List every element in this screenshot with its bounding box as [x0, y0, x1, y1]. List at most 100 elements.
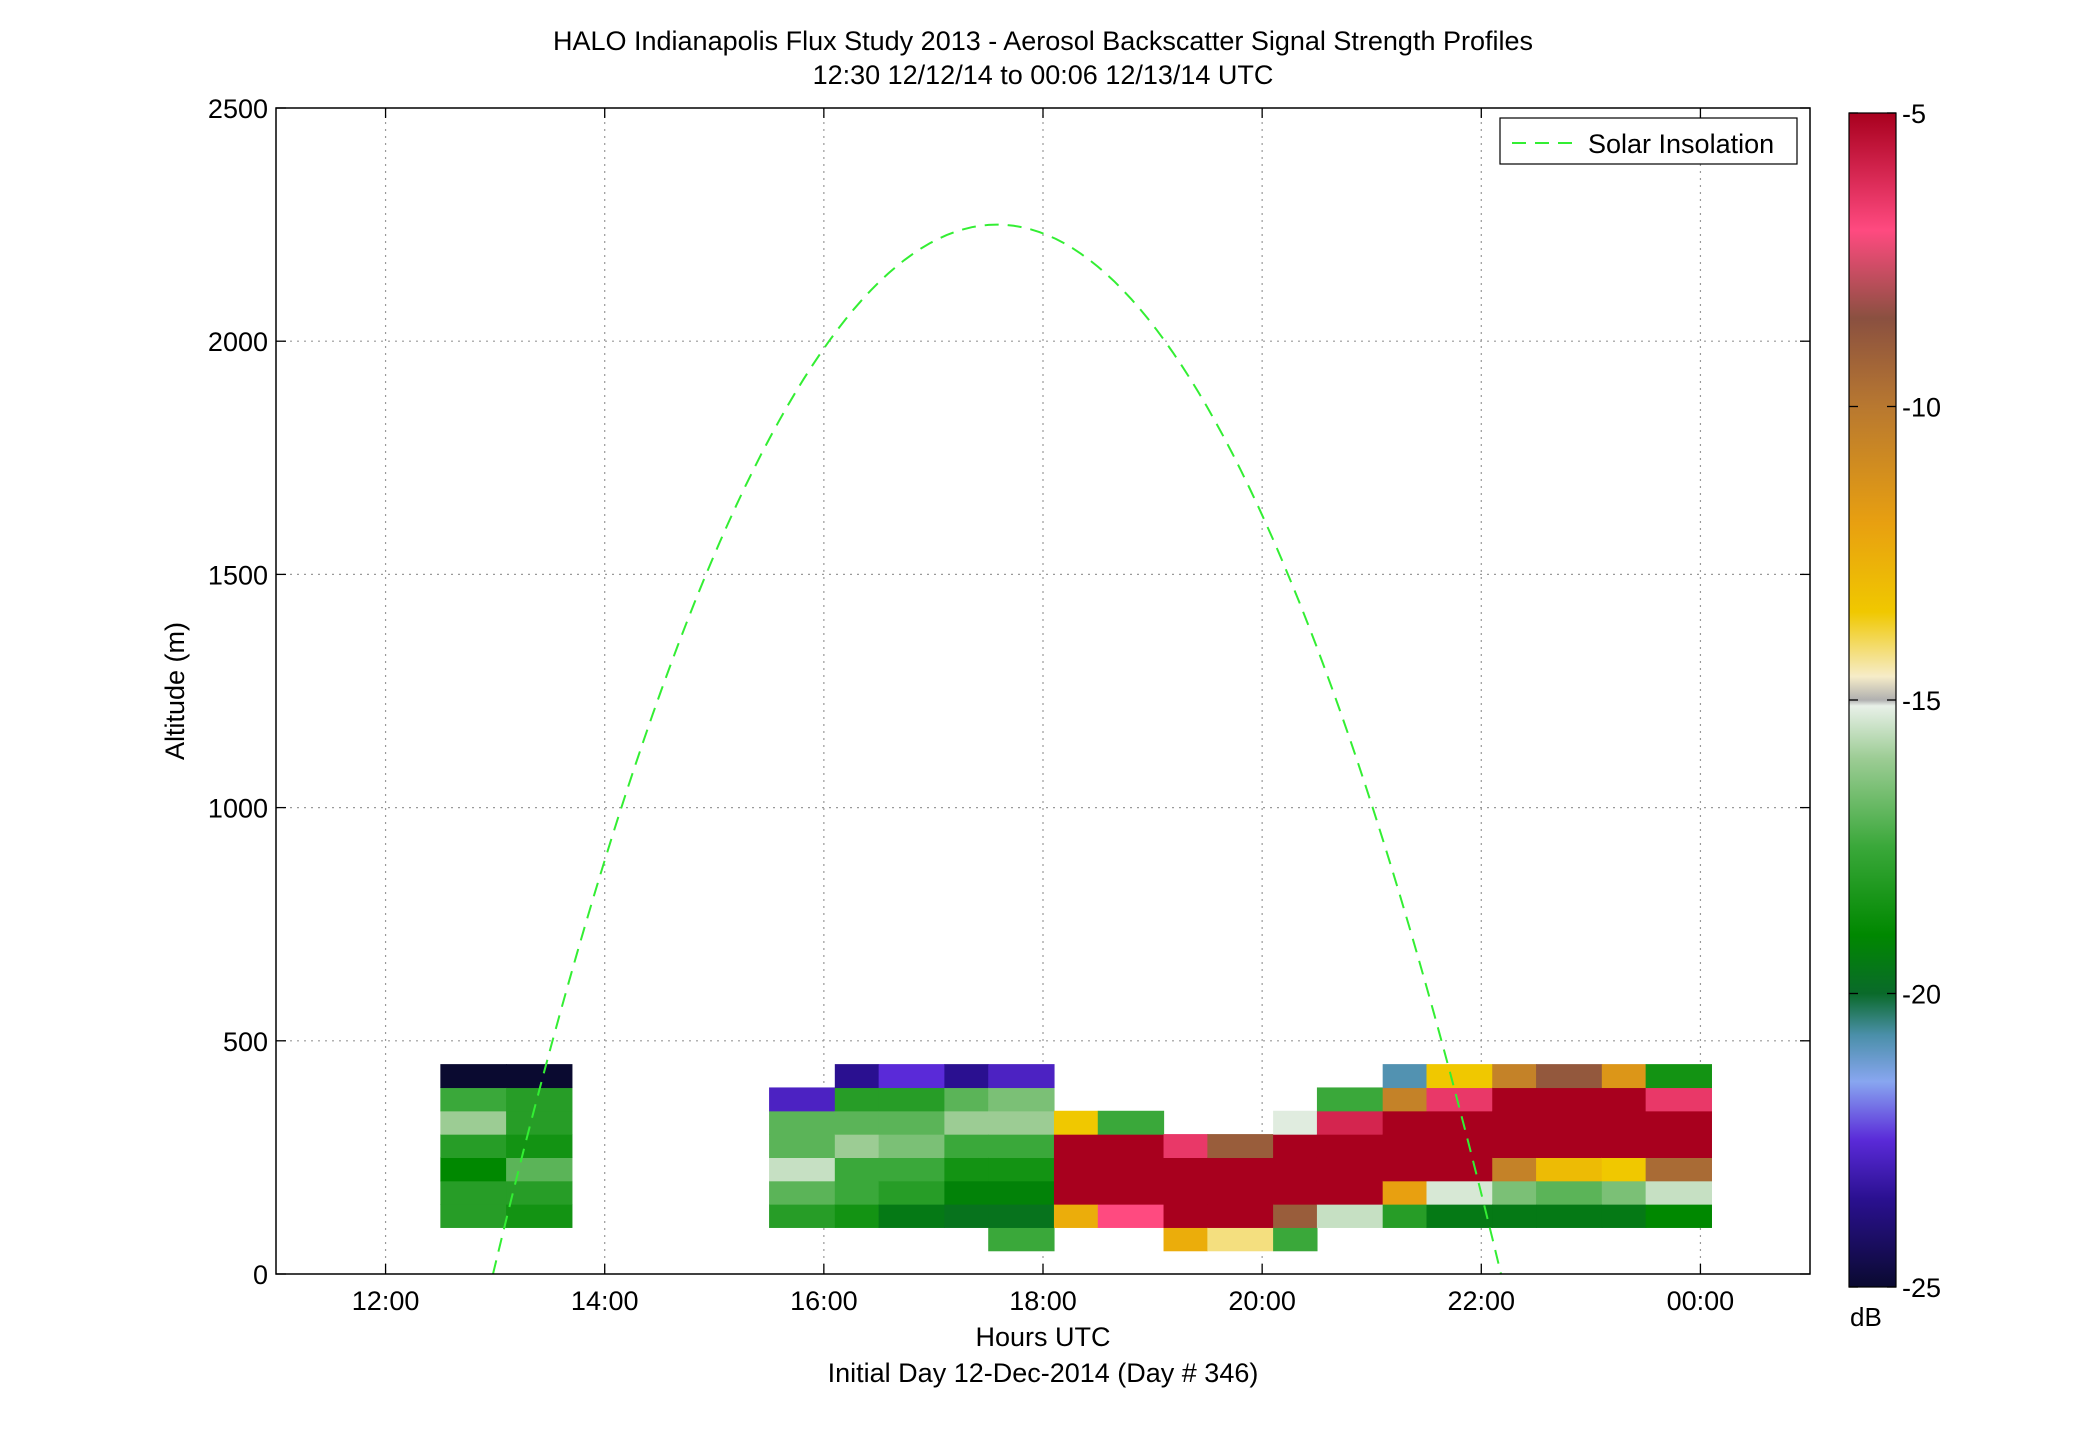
- x-tick-label: 00:00: [1667, 1286, 1735, 1316]
- heatmap-cell: [440, 1087, 507, 1112]
- heatmap-cell: [988, 1227, 1055, 1252]
- heatmap-cell: [506, 1064, 573, 1089]
- heatmap-cell: [1273, 1227, 1318, 1252]
- heatmap-cell: [1536, 1157, 1603, 1182]
- heatmap-cell: [506, 1157, 573, 1182]
- heatmap-cell: [944, 1180, 989, 1205]
- heatmap-cell: [1163, 1227, 1208, 1252]
- heatmap-cell: [1382, 1064, 1428, 1089]
- heatmap-cell: [1645, 1204, 1712, 1228]
- heatmap-cell: [878, 1180, 945, 1205]
- y-tick-label: 500: [223, 1027, 268, 1057]
- grid: [276, 108, 1810, 1274]
- heatmap-cell: [1645, 1157, 1712, 1182]
- heatmap-cell: [769, 1204, 836, 1228]
- x-tick-label: 14:00: [571, 1286, 639, 1316]
- heatmap-cell: [1382, 1134, 1428, 1158]
- heatmap-cell: [1207, 1134, 1274, 1158]
- heatmap-cell: [1097, 1180, 1165, 1205]
- heatmap-cell: [834, 1087, 880, 1112]
- heatmap-cell: [944, 1110, 989, 1135]
- heatmap-cell: [944, 1087, 989, 1112]
- heatmap-cell: [1207, 1227, 1274, 1252]
- colorbar-unit: dB: [1850, 1302, 1882, 1332]
- heatmap-cell: [1316, 1134, 1384, 1158]
- heatmap-cell: [769, 1180, 836, 1205]
- heatmap-cell: [769, 1087, 836, 1112]
- heatmap-cell: [440, 1180, 507, 1205]
- colorbar-tick-label: -10: [1902, 393, 1941, 423]
- heatmap-cell: [1382, 1180, 1428, 1205]
- colorbar: -25 -20 -15 -10 -5 dB: [1848, 99, 1941, 1332]
- heatmap-cell: [834, 1204, 880, 1228]
- y-tick-label: 2000: [208, 327, 268, 357]
- heatmap-cell: [1601, 1134, 1647, 1158]
- x-axis-label: Hours UTC: [975, 1322, 1110, 1352]
- chart-title: HALO Indianapolis Flux Study 2013 - Aero…: [553, 26, 1533, 56]
- heatmap-cell: [1316, 1204, 1384, 1228]
- heatmap-cell: [1097, 1157, 1165, 1182]
- x-axis-sublabel: Initial Day 12-Dec-2014 (Day # 346): [828, 1358, 1259, 1388]
- heatmap-cell: [1163, 1180, 1208, 1205]
- heatmap-cell: [1601, 1180, 1647, 1205]
- y-tick-label: 2500: [208, 94, 268, 124]
- heatmap-cells: [440, 1064, 1712, 1252]
- heatmap-cell: [1645, 1180, 1712, 1205]
- heatmap-cell: [506, 1180, 573, 1205]
- x-tick-label: 18:00: [1009, 1286, 1077, 1316]
- heatmap-cell: [1316, 1110, 1384, 1135]
- heatmap-cell: [1426, 1204, 1493, 1228]
- y-axis: 0 500 1000 1500 2000 2500: [208, 94, 1810, 1290]
- heatmap-cell: [1163, 1134, 1208, 1158]
- heatmap-cell: [1097, 1204, 1165, 1228]
- heatmap-cell: [944, 1134, 989, 1158]
- chart-subtitle: 12:30 12/12/14 to 00:06 12/13/14 UTC: [813, 60, 1274, 90]
- heatmap-cell: [834, 1110, 880, 1135]
- heatmap-cell: [1053, 1110, 1099, 1135]
- heatmap-cell: [440, 1204, 507, 1228]
- y-tick-label: 0: [253, 1260, 268, 1290]
- heatmap-cell: [440, 1064, 507, 1089]
- heatmap-cell: [1273, 1110, 1318, 1135]
- heatmap-cell: [1273, 1157, 1318, 1182]
- heatmap-cell: [1645, 1087, 1712, 1112]
- legend-entry-solar-insolation: Solar Insolation: [1588, 129, 1774, 159]
- heatmap-cell: [1273, 1180, 1318, 1205]
- heatmap-cell: [1645, 1134, 1712, 1158]
- heatmap-cell: [1426, 1157, 1493, 1182]
- legend-box: [1499, 117, 1798, 165]
- heatmap-cell: [1097, 1110, 1165, 1135]
- heatmap-cell: [506, 1110, 573, 1135]
- heatmap-cell: [1316, 1180, 1384, 1205]
- heatmap-cell: [878, 1204, 945, 1228]
- heatmap-cell: [1601, 1204, 1647, 1228]
- heatmap-cell: [834, 1180, 880, 1205]
- heatmap-cell: [440, 1134, 507, 1158]
- heatmap-cell: [1426, 1110, 1493, 1135]
- heatmap-cell: [1426, 1064, 1493, 1089]
- heatmap-cell: [1382, 1204, 1428, 1228]
- heatmap-cell: [1316, 1157, 1384, 1182]
- heatmap-cell: [1536, 1180, 1603, 1205]
- colorbar-ticks: -25 -20 -15 -10 -5: [1849, 99, 1941, 1303]
- heatmap-cell: [1053, 1134, 1099, 1158]
- heatmap-cell: [944, 1204, 989, 1228]
- x-tick-label: 22:00: [1447, 1286, 1515, 1316]
- y-tick-label: 1500: [208, 560, 268, 590]
- heatmap-cell: [1426, 1087, 1493, 1112]
- colorbar-tick-label: -25: [1902, 1273, 1941, 1303]
- heatmap-cell: [988, 1087, 1055, 1112]
- heatmap-cell: [1601, 1110, 1647, 1135]
- heatmap-cell: [1492, 1087, 1537, 1112]
- heatmap-cell: [1382, 1157, 1428, 1182]
- x-axis: 12:00 14:00 16:00 18:00 20:00 22:00 00:00: [352, 108, 1734, 1316]
- heatmap-cell: [506, 1134, 573, 1158]
- heatmap-cell: [1207, 1204, 1274, 1228]
- heatmap-cell: [1053, 1180, 1099, 1205]
- heatmap-cell: [988, 1064, 1055, 1089]
- heatmap-cell: [944, 1064, 989, 1089]
- heatmap-cell: [944, 1157, 989, 1182]
- colorbar-tick-label: -20: [1902, 980, 1941, 1010]
- heatmap-cell: [769, 1110, 836, 1135]
